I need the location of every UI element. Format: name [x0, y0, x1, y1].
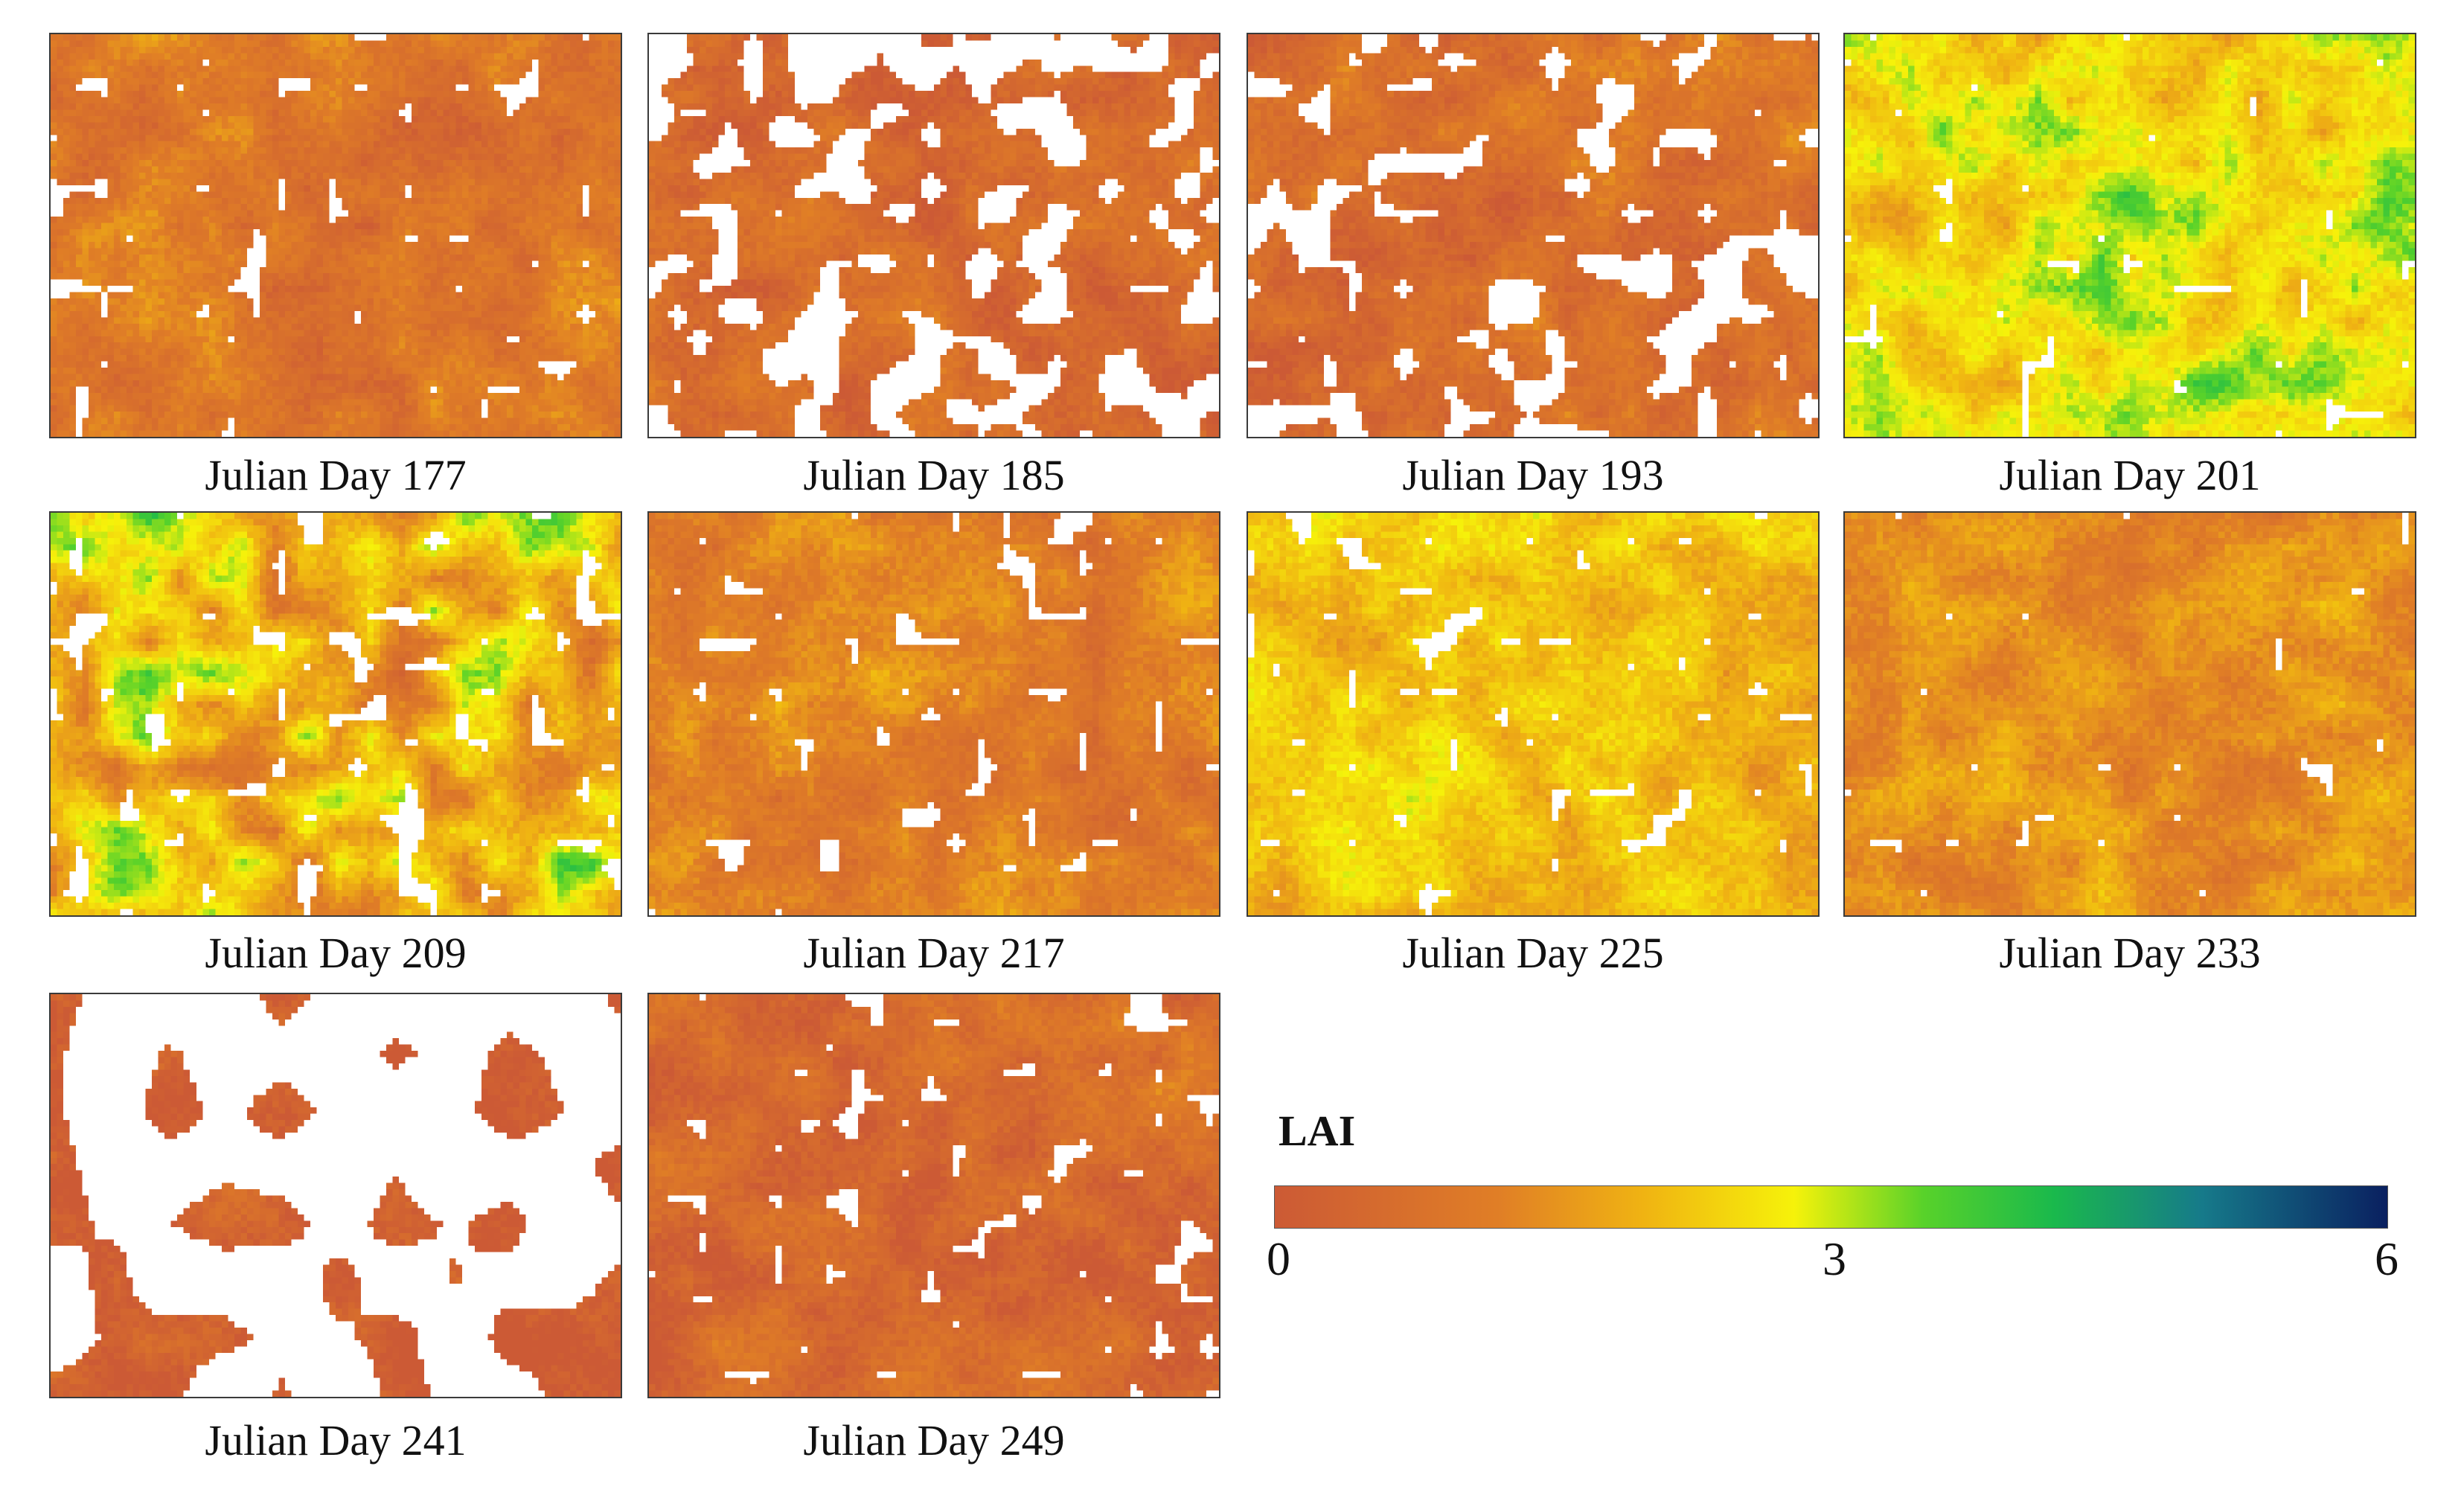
panel-caption: Julian Day 193: [1402, 451, 1664, 499]
lai-map-day-233: [1843, 511, 2416, 917]
colorbar-max-label: 6: [2375, 1232, 2399, 1285]
lai-map-day-185: [647, 33, 1220, 438]
panel-caption: Julian Day 233: [1999, 929, 2261, 977]
lai-map-day-217: [647, 511, 1220, 917]
colorbar-min-label: 0: [1267, 1232, 1290, 1285]
lai-raster: [1845, 34, 2415, 437]
panel-caption: Julian Day 201: [1999, 451, 2261, 499]
lai-map-day-209: [49, 511, 622, 917]
lai-colorbar: [1274, 1185, 2388, 1229]
lai-raster: [649, 994, 1219, 1397]
colorbar-mid-label: 3: [1823, 1232, 1846, 1285]
lai-raster: [51, 994, 621, 1397]
panel-caption: Julian Day 177: [205, 451, 467, 499]
panel-caption: Julian Day 217: [803, 929, 1065, 977]
lai-map-day-225: [1247, 511, 1820, 917]
lai-raster: [1248, 513, 1818, 915]
lai-raster: [649, 34, 1219, 437]
lai-raster: [649, 513, 1219, 915]
lai-map-day-201: [1843, 33, 2416, 438]
lai-map-day-241: [49, 993, 622, 1398]
panel-caption: Julian Day 209: [205, 929, 467, 977]
lai-raster: [51, 513, 621, 915]
legend-title: LAI: [1279, 1107, 1356, 1155]
panel-caption: Julian Day 185: [803, 451, 1065, 499]
lai-raster: [1845, 513, 2415, 915]
lai-map-day-249: [647, 993, 1220, 1398]
lai-map-day-177: [49, 33, 622, 438]
panel-caption: Julian Day 225: [1402, 929, 1664, 977]
lai-map-day-193: [1247, 33, 1820, 438]
panel-caption: Julian Day 249: [803, 1416, 1065, 1465]
lai-raster: [1248, 34, 1818, 437]
lai-raster: [51, 34, 621, 437]
panel-caption: Julian Day 241: [205, 1416, 467, 1465]
